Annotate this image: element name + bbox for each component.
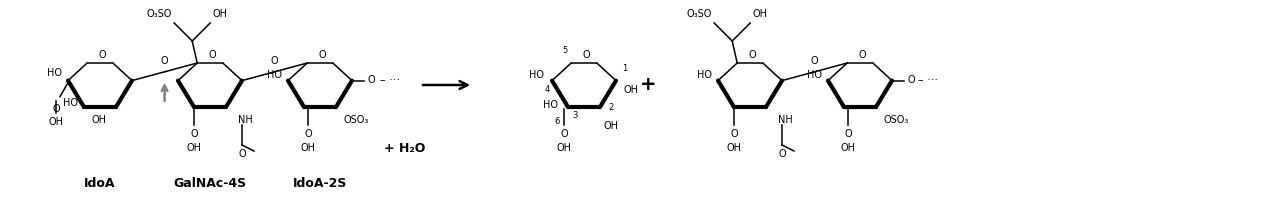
Text: 3: 3 [572, 111, 578, 120]
Text: 1: 1 [622, 64, 627, 73]
Text: + H₂O: + H₂O [385, 142, 425, 154]
Text: O: O [730, 129, 738, 139]
Text: NH: NH [237, 115, 253, 125]
Text: +: + [640, 75, 657, 95]
Text: O: O [560, 129, 568, 139]
Text: O: O [748, 50, 756, 60]
Text: OH: OH [726, 143, 742, 153]
Text: OH: OH [212, 9, 227, 19]
Text: OH: OH [752, 9, 767, 19]
Text: OH: OH [187, 143, 202, 153]
Text: O: O [582, 50, 589, 60]
Text: O: O [98, 50, 105, 60]
Text: O: O [161, 56, 169, 66]
Text: – ···: – ··· [380, 75, 400, 85]
Text: O: O [859, 50, 866, 60]
Text: O: O [271, 56, 278, 66]
Text: OSO₃: OSO₃ [884, 115, 909, 125]
Text: HO: HO [530, 70, 544, 80]
Text: OSO₃: OSO₃ [344, 115, 370, 125]
Text: OH: OH [556, 143, 572, 153]
Text: O: O [190, 129, 198, 139]
Text: O: O [908, 75, 916, 85]
Text: O: O [305, 129, 312, 139]
Text: HO: HO [697, 70, 712, 80]
Text: O: O [239, 149, 246, 159]
Text: O: O [208, 50, 216, 60]
Text: 2: 2 [608, 102, 613, 112]
Text: – ···: – ··· [918, 75, 939, 85]
Text: 6: 6 [555, 117, 560, 126]
Text: O₃SO: O₃SO [687, 9, 712, 19]
Text: O: O [319, 50, 326, 60]
Text: O: O [368, 75, 376, 85]
Text: O: O [845, 129, 852, 139]
Text: HO: HO [544, 100, 558, 110]
Text: O₃SO: O₃SO [147, 9, 173, 19]
Text: GalNAc-4S: GalNAc-4S [174, 177, 246, 190]
Text: OH: OH [605, 121, 618, 131]
Text: O: O [810, 56, 818, 66]
Text: IdoA-2S: IdoA-2S [293, 177, 347, 190]
Text: OH: OH [91, 115, 107, 125]
Text: IdoA: IdoA [84, 177, 116, 190]
Text: O: O [779, 149, 786, 159]
Text: OH: OH [48, 117, 64, 127]
Text: HO: HO [806, 70, 822, 80]
Text: NH: NH [779, 115, 792, 125]
Text: HO: HO [267, 70, 282, 80]
Text: OH: OH [841, 143, 856, 153]
Text: O: O [52, 104, 60, 114]
Text: 4: 4 [545, 85, 550, 94]
Text: 5: 5 [561, 46, 568, 55]
Text: OH: OH [301, 143, 315, 153]
Text: HO: HO [47, 68, 62, 78]
Text: OH: OH [624, 85, 639, 95]
Text: HO: HO [64, 98, 77, 108]
